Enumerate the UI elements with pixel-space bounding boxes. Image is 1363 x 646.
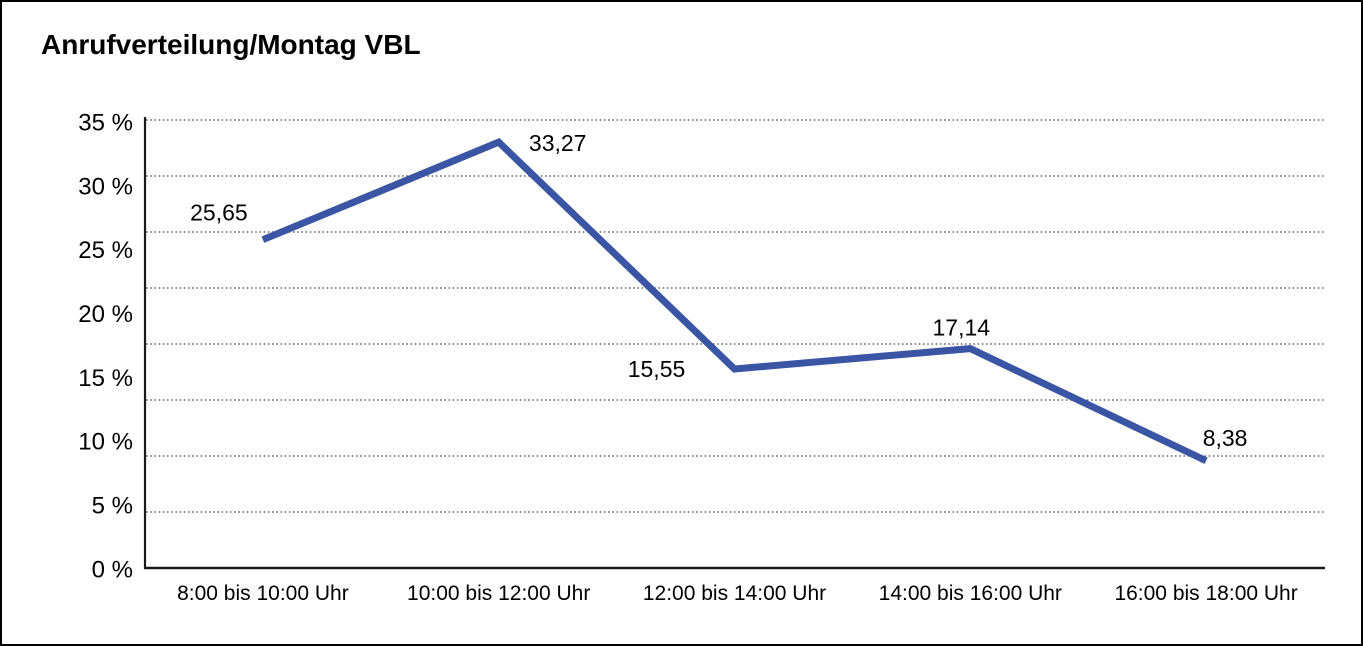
x-axis-category-label: 16:00 bis 18:00 Uhr — [1114, 582, 1297, 605]
data-point-label: 8,38 — [1203, 425, 1248, 451]
data-point-label: 17,14 — [933, 315, 991, 341]
x-axis-category-label: 14:00 bis 16:00 Uhr — [879, 582, 1062, 605]
y-axis-tick-label: 30 % — [78, 173, 133, 200]
y-axis-tick-label: 15 % — [78, 365, 133, 392]
x-axis-category-label: 12:00 bis 14:00 Uhr — [643, 582, 826, 605]
y-axis-tick-label: 35 % — [78, 109, 133, 136]
chart-title: Anrufverteilung/Montag VBL — [41, 29, 421, 60]
data-series-line — [261, 138, 1208, 464]
data-point-label: 25,65 — [190, 200, 248, 226]
y-axis-tick-label: 0 % — [92, 556, 133, 583]
x-axis-category-label: 8:00 bis 10:00 Uhr — [177, 582, 349, 605]
data-point-label: 15,55 — [628, 356, 686, 382]
data-point-label: 33,27 — [529, 130, 587, 156]
y-axis-tick-label: 20 % — [78, 301, 133, 328]
y-axis-tick-label: 5 % — [92, 493, 133, 520]
y-axis-tick-label: 10 % — [78, 429, 133, 456]
x-axis-category-label: 10:00 bis 12:00 Uhr — [407, 582, 590, 605]
y-axis-tick-label: 25 % — [78, 237, 133, 264]
